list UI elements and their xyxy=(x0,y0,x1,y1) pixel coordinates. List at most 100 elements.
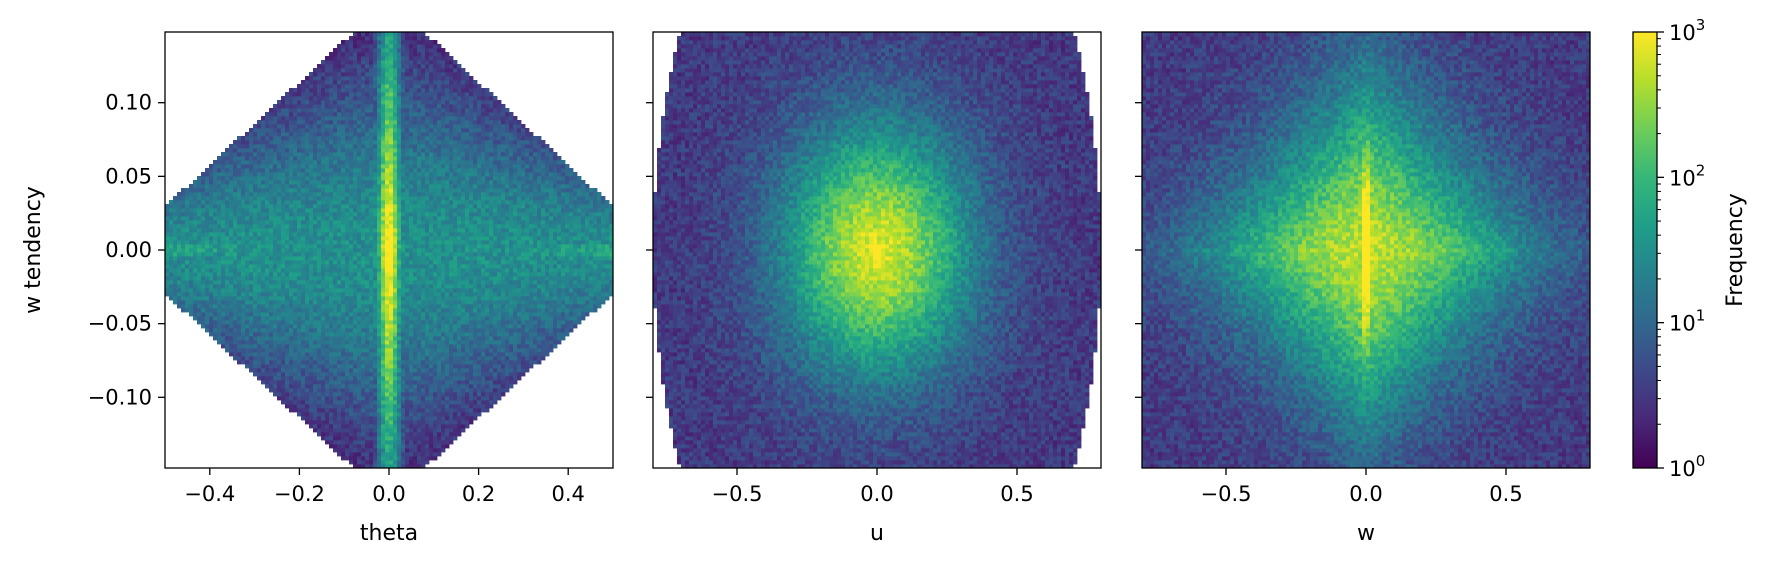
heatmap-bin xyxy=(213,272,218,277)
heatmap-bin xyxy=(357,140,362,145)
heatmap-bin xyxy=(269,300,274,305)
heatmap-bin xyxy=(253,332,258,337)
heatmap-bin xyxy=(353,372,358,377)
heatmap-bin xyxy=(277,240,282,245)
heatmap-bin xyxy=(289,292,294,297)
heatmap-bin xyxy=(249,260,254,265)
heatmap-bin xyxy=(273,308,278,313)
heatmap-bin xyxy=(277,100,282,105)
heatmap-bin xyxy=(365,76,370,81)
heatmap-bin xyxy=(393,160,398,165)
heatmap-bin xyxy=(325,440,330,445)
heatmap-bin xyxy=(301,92,306,97)
heatmap-bin xyxy=(197,276,202,281)
heatmap-bin xyxy=(349,336,354,341)
heatmap-bin xyxy=(265,140,270,145)
heatmap-bin xyxy=(277,292,282,297)
heatmap-bin xyxy=(373,244,378,249)
heatmap-bin xyxy=(405,384,410,389)
heatmap-bin xyxy=(357,348,362,353)
heatmap-bin xyxy=(341,188,346,193)
heatmap-bin xyxy=(405,176,410,181)
heatmap-bin xyxy=(401,464,406,469)
heatmap-bin xyxy=(377,380,382,385)
heatmap-bin xyxy=(373,112,378,117)
heatmap-bin xyxy=(329,180,334,185)
heatmap-bin xyxy=(369,424,374,429)
heatmap-bin xyxy=(293,160,298,165)
heatmap-bin xyxy=(361,56,366,61)
heatmap-bin xyxy=(313,80,318,85)
heatmap-bin xyxy=(301,404,306,409)
heatmap-bin xyxy=(381,112,386,117)
heatmap-bin xyxy=(389,336,394,341)
heatmap-bin xyxy=(281,284,286,289)
heatmap-bin xyxy=(333,244,338,249)
heatmap-bin xyxy=(313,152,318,157)
heatmap-bin xyxy=(409,68,414,73)
heatmap-bin xyxy=(349,160,354,165)
heatmap-bin xyxy=(245,324,250,329)
heatmap-bin xyxy=(397,392,402,397)
heatmap-bin xyxy=(333,428,338,433)
heatmap-bin xyxy=(385,456,390,461)
heatmap-bin xyxy=(325,168,330,173)
heatmap-bin xyxy=(277,252,282,257)
heatmap-bin xyxy=(421,360,426,365)
heatmap-bin xyxy=(401,352,406,357)
heatmap-bin xyxy=(369,56,374,61)
heatmap-bin xyxy=(305,324,310,329)
heatmap-bin xyxy=(385,232,390,237)
heatmap-bin xyxy=(257,280,262,285)
heatmap-bin xyxy=(225,268,230,273)
heatmap-bin xyxy=(365,384,370,389)
heatmap-bin xyxy=(289,320,294,325)
heatmap-bin xyxy=(401,420,406,425)
heatmap-bin xyxy=(313,384,318,389)
heatmap-bin xyxy=(241,176,246,181)
heatmap-bin xyxy=(317,252,322,257)
heatmap-bin xyxy=(293,372,298,377)
heatmap-bin xyxy=(413,292,418,297)
heatmap-bin xyxy=(265,332,270,337)
heatmap-bin xyxy=(365,400,370,405)
heatmap-bin xyxy=(333,284,338,289)
heatmap-bin xyxy=(285,140,290,145)
heatmap-bin xyxy=(405,228,410,233)
heatmap-bin xyxy=(321,348,326,353)
heatmap-bin xyxy=(193,212,198,217)
heatmap-bin xyxy=(201,208,206,213)
heatmap-bin xyxy=(333,228,338,233)
heatmap-bin xyxy=(237,308,242,313)
heatmap-bin xyxy=(301,388,306,393)
heatmap-bin xyxy=(229,296,234,301)
heatmap-bin xyxy=(249,312,254,317)
heatmap-bin xyxy=(249,360,254,365)
heatmap-bin xyxy=(417,412,422,417)
heatmap-bin xyxy=(353,308,358,313)
heatmap-bin xyxy=(381,404,386,409)
heatmap-bin xyxy=(329,424,334,429)
heatmap-bin xyxy=(421,356,426,361)
heatmap-bin xyxy=(193,264,198,269)
heatmap-bin xyxy=(253,180,258,185)
heatmap-bin xyxy=(401,392,406,397)
heatmap-bin xyxy=(361,108,366,113)
heatmap-bin xyxy=(381,440,386,445)
heatmap-bin xyxy=(189,292,194,297)
heatmap-bin xyxy=(369,196,374,201)
heatmap-bin xyxy=(373,236,378,241)
heatmap-bin xyxy=(237,316,242,321)
heatmap-bin xyxy=(381,124,386,129)
heatmap-bin xyxy=(377,364,382,369)
heatmap-bin xyxy=(389,224,394,229)
heatmap-bin xyxy=(301,304,306,309)
heatmap-bin xyxy=(405,164,410,169)
heatmap-bin xyxy=(421,220,426,225)
heatmap-bin xyxy=(321,396,326,401)
heatmap-bin xyxy=(421,276,426,281)
heatmap-bin xyxy=(305,256,310,261)
heatmap-bin xyxy=(353,64,358,69)
heatmap-bin xyxy=(373,448,378,453)
heatmap-bin xyxy=(321,256,326,261)
